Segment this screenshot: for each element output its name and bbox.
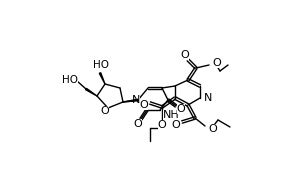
Text: NH: NH [163, 110, 180, 120]
Text: N: N [132, 95, 140, 105]
Text: O: O [158, 120, 166, 130]
Text: N: N [204, 93, 212, 103]
Polygon shape [123, 99, 138, 102]
Text: O: O [181, 50, 189, 60]
Text: O: O [177, 104, 185, 114]
Text: O: O [172, 120, 180, 130]
Text: O: O [101, 106, 109, 116]
Text: HO: HO [62, 75, 78, 85]
Text: O: O [140, 100, 148, 110]
Text: O: O [208, 124, 217, 134]
Text: HO: HO [93, 60, 109, 70]
Polygon shape [86, 88, 97, 96]
Text: O: O [212, 58, 221, 68]
Polygon shape [99, 73, 105, 84]
Text: O: O [134, 119, 142, 129]
